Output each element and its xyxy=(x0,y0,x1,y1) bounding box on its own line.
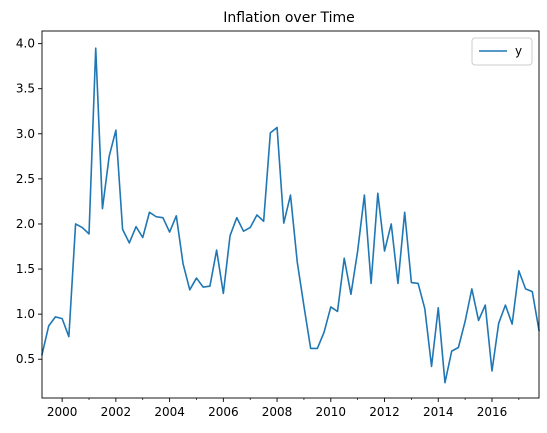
y-tick-label: 1.5 xyxy=(16,262,35,276)
x-tick-label: 2006 xyxy=(208,405,239,419)
x-tick-label: 2016 xyxy=(477,405,508,419)
axes-background xyxy=(42,31,539,398)
y-tick-label: 3.0 xyxy=(16,127,35,141)
x-tick-label: 2000 xyxy=(47,405,78,419)
x-tick-label: 2014 xyxy=(423,405,454,419)
y-tick-label: 0.5 xyxy=(16,352,35,366)
x-tick-label: 2008 xyxy=(262,405,293,419)
axes-frame xyxy=(41,30,540,399)
y-tick-label: 1.0 xyxy=(16,307,35,321)
x-tick-label: 2010 xyxy=(316,405,347,419)
chart-title: Inflation over Time xyxy=(223,10,355,26)
x-tick-label: 2004 xyxy=(154,405,185,419)
y-tick-label: 3.5 xyxy=(16,82,35,96)
y-tick-label: 2.5 xyxy=(16,172,35,186)
legend-label: y xyxy=(515,44,522,58)
x-tick-label: 2002 xyxy=(101,405,132,419)
series-line-y xyxy=(41,47,540,384)
x-tick-label: 2012 xyxy=(369,405,400,419)
plot-area: 2000 2002 2004 2006 2008 2010 2012 2014 2016 0.5 1… xyxy=(16,30,540,419)
y-tick-label: 2.0 xyxy=(16,217,35,231)
legend: y xyxy=(471,37,533,66)
y-tick-label: 4.0 xyxy=(16,37,35,51)
